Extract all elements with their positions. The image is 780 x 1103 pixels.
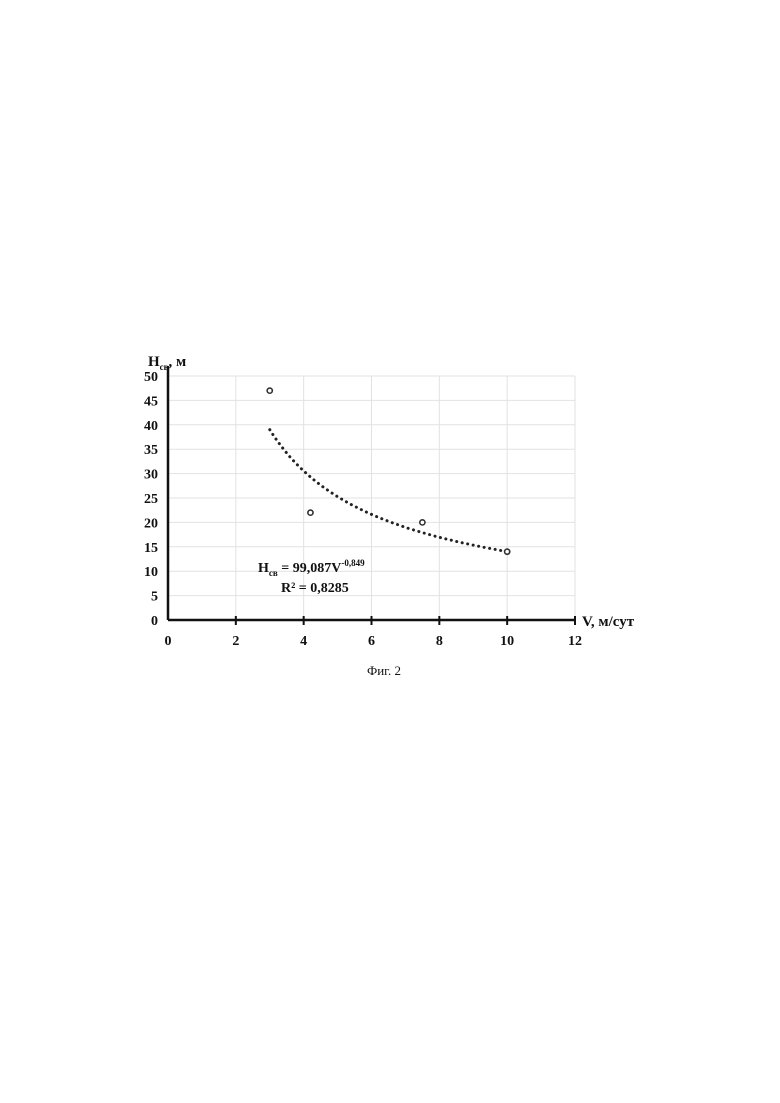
x-tick-label: 12 — [568, 634, 582, 649]
grid-lines — [168, 376, 575, 620]
x-tick-label: 6 — [368, 634, 375, 649]
r-squared: R² = 0,8285 — [281, 581, 349, 596]
data-point — [308, 510, 313, 515]
y-tick-label: 20 — [144, 516, 158, 531]
figure-caption: Фиг. 2 — [367, 663, 401, 678]
y-tick-label: 40 — [144, 419, 158, 434]
x-tick-label: 2 — [232, 634, 239, 649]
y-tick-label: 45 — [144, 394, 158, 409]
trendline-path — [270, 430, 507, 552]
y-tick-label: 15 — [144, 541, 158, 556]
x-tick-label: 8 — [436, 634, 443, 649]
y-tick-label: 30 — [144, 468, 158, 483]
y-tick-label: 50 — [144, 370, 158, 385]
x-tick-label: 0 — [165, 634, 172, 649]
x-axis-label: V, м/сут — [582, 614, 635, 630]
x-tick-label: 4 — [300, 634, 307, 649]
y-tick-label: 25 — [144, 492, 158, 507]
y-tick-label: 5 — [151, 590, 158, 605]
data-point — [267, 388, 272, 393]
data-point — [505, 549, 510, 554]
y-tick-label: 10 — [144, 565, 158, 580]
y-axis-label: Hсв, м — [148, 354, 186, 372]
trendline — [270, 430, 507, 552]
tick-labels: 0 5 10 15 20 25 30 35 40 45 50 0 2 4 6 8 10 12 — [144, 370, 582, 649]
y-tick-label: 0 — [151, 614, 158, 629]
x-tick-label: 10 — [500, 634, 514, 649]
data-point — [420, 520, 425, 525]
y-tick-label: 35 — [144, 443, 158, 458]
trend-equation: Hсв = 99,087V-0,849 — [258, 558, 365, 578]
